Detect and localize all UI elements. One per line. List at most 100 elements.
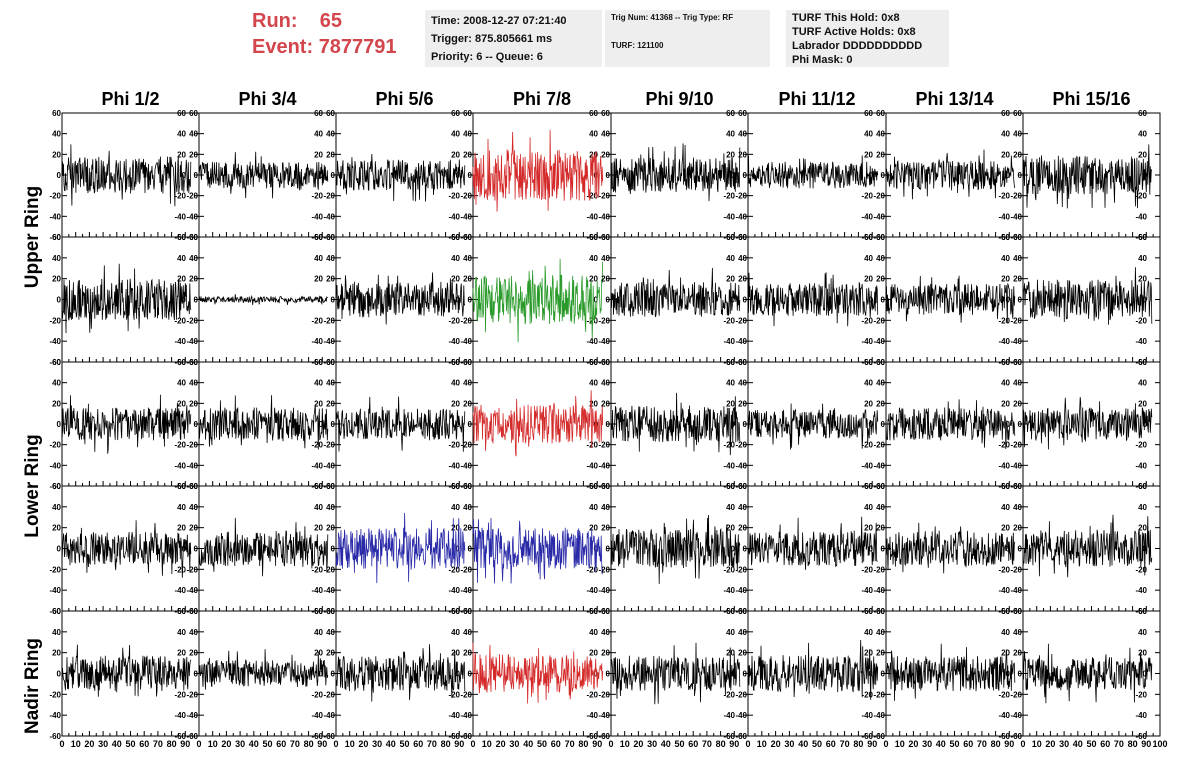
y-tick-label: 40	[1013, 379, 1022, 388]
y-tick-label: 20	[177, 275, 186, 284]
turf-active-holds-text: TURF Active Holds: 0x8	[792, 26, 916, 38]
x-tick-label: 40	[112, 739, 122, 749]
y-tick-label: -40	[311, 586, 323, 595]
waveform-trace	[61, 520, 192, 578]
y-tick-label: 40	[864, 130, 873, 139]
trigger-text: Trigger: 875.805661 ms	[431, 33, 553, 45]
y-tick-label: 0	[319, 171, 324, 180]
y-tick-label: -20	[174, 690, 186, 699]
y-tick-label: -40	[448, 337, 460, 346]
y-tick-label: -40	[448, 711, 460, 720]
y-tick-label: 40	[1138, 628, 1147, 637]
y-tick-label: -20	[311, 690, 323, 699]
x-tick-label: 40	[1073, 739, 1083, 749]
y-tick-label: 40	[189, 379, 198, 388]
y-tick-label: -20	[1135, 192, 1147, 201]
y-tick-label: -20	[861, 565, 873, 574]
y-tick-label: 20	[52, 399, 61, 408]
y-tick-label: 40	[314, 254, 323, 263]
x-tick-label: 50	[262, 739, 272, 749]
waveform-trace	[885, 643, 1016, 701]
y-tick-label: 60	[864, 109, 873, 118]
waveform-trace	[472, 642, 604, 704]
waveform-trace	[472, 390, 604, 457]
y-tick-label: 20	[1138, 275, 1147, 284]
y-tick-label: 40	[601, 503, 610, 512]
y-tick-label: 20	[1013, 524, 1022, 533]
y-tick-label: 40	[1001, 628, 1010, 637]
y-tick-label: 20	[451, 275, 460, 284]
waveform-trace	[335, 396, 466, 452]
y-tick-label: -40	[735, 586, 747, 595]
waveform-trace	[885, 149, 1016, 200]
y-tick-label: -20	[861, 690, 873, 699]
y-tick-label: 20	[314, 649, 323, 658]
y-tick-label: 40	[1138, 254, 1147, 263]
y-tick-label: -20	[586, 441, 598, 450]
y-tick-label: 20	[726, 649, 735, 658]
y-tick-label: 0	[606, 296, 611, 305]
y-tick-label: -60	[1135, 732, 1147, 741]
x-tick-label: 60	[139, 739, 149, 749]
x-tick-label: 20	[633, 739, 643, 749]
x-tick-label: 40	[936, 739, 946, 749]
y-tick-label: -20	[174, 441, 186, 450]
x-tick-label: 70	[977, 739, 987, 749]
y-tick-label: 40	[876, 379, 885, 388]
y-tick-label: -20	[723, 316, 735, 325]
y-tick-label: 40	[52, 130, 61, 139]
y-tick-label: 40	[1001, 379, 1010, 388]
y-tick-label: 40	[52, 503, 61, 512]
event-value: 7877791	[318, 36, 397, 58]
waveform-trace	[472, 129, 604, 212]
y-tick-label: 0	[881, 420, 886, 429]
y-tick-label: 60	[177, 109, 186, 118]
y-tick-label: 0	[881, 670, 886, 679]
y-tick-label: 60	[326, 109, 335, 118]
x-tick-label: 90	[1004, 739, 1014, 749]
y-tick-label: -40	[1010, 212, 1022, 221]
y-tick-label: -40	[448, 461, 460, 470]
waveform-trace	[747, 155, 879, 189]
y-tick-label: 20	[326, 150, 335, 159]
y-tick-label: -20	[448, 316, 460, 325]
y-tick-label: 20	[1138, 524, 1147, 533]
waveform-trace	[885, 399, 1016, 450]
y-tick-label: 60	[1001, 482, 1010, 491]
turf-this-hold-text: TURF This Hold: 0x8	[792, 12, 900, 24]
column-header: Phi 1/2	[101, 89, 159, 109]
y-tick-label: -40	[1010, 711, 1022, 720]
y-tick-label: -20	[998, 192, 1010, 201]
y-tick-label: 40	[451, 379, 460, 388]
y-tick-label: -40	[598, 212, 610, 221]
y-tick-label: 0	[606, 420, 611, 429]
y-tick-label: -20	[323, 690, 335, 699]
y-tick-label: 20	[601, 524, 610, 533]
y-tick-label: 40	[451, 503, 460, 512]
y-tick-label: 0	[194, 670, 199, 679]
y-tick-label: -20	[186, 690, 198, 699]
y-tick-label: 60	[314, 482, 323, 491]
y-tick-label: -40	[998, 337, 1010, 346]
x-tick-label: 90	[867, 739, 877, 749]
y-tick-label: 40	[738, 254, 747, 263]
y-tick-label: 60	[601, 607, 610, 616]
y-tick-label: 0	[1006, 420, 1011, 429]
y-tick-label: 20	[589, 150, 598, 159]
y-tick-label: -20	[1135, 316, 1147, 325]
x-tick-label: 70	[427, 739, 437, 749]
y-tick-label: 0	[456, 670, 461, 679]
y-tick-label: 40	[876, 254, 885, 263]
y-tick-label: -20	[598, 192, 610, 201]
x-tick-label: 10	[208, 739, 218, 749]
waveform-trace	[472, 517, 604, 584]
x-tick-label: 0	[1020, 739, 1025, 749]
y-tick-label: 60	[451, 482, 460, 491]
y-tick-label: 60	[52, 607, 61, 616]
y-tick-label: -20	[861, 192, 873, 201]
waveform-trace	[610, 642, 741, 705]
y-tick-label: 0	[1006, 171, 1011, 180]
y-tick-label: 40	[1013, 628, 1022, 637]
y-tick-label: 40	[326, 379, 335, 388]
x-tick-label: 80	[991, 739, 1001, 749]
